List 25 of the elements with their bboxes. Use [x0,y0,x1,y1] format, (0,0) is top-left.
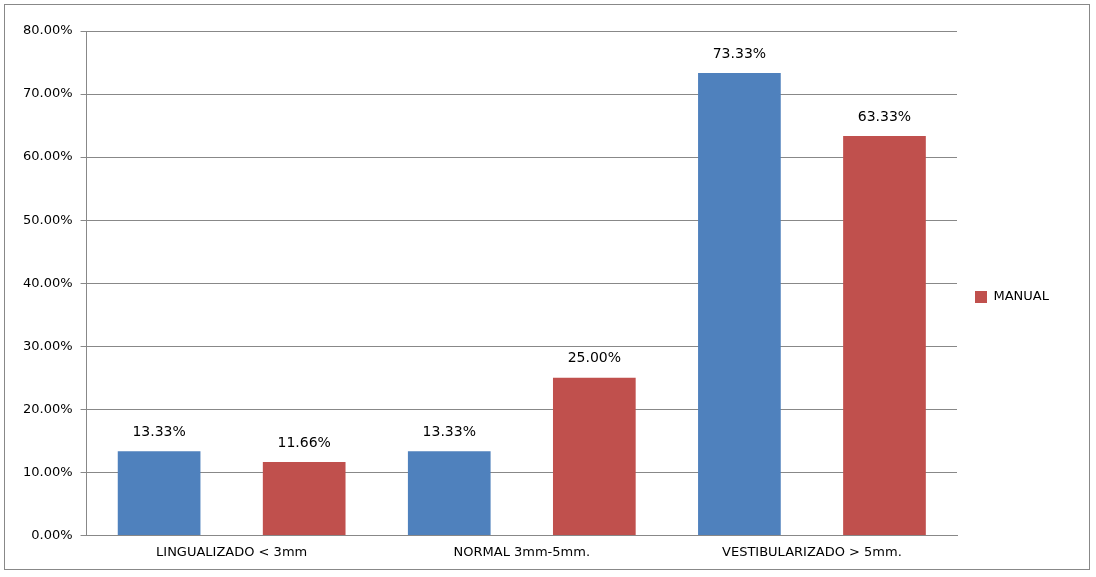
data-label: 25.00% [567,349,622,366]
bar [698,73,781,535]
x-tick-label: VESTIBULARIZADO > 5mm. [722,543,902,559]
y-tick-label: 30.00% [22,337,73,353]
bar [552,377,636,535]
x-tick-label: LINGUALIZADO < 3mm [156,543,308,559]
legend-label: MANUAL [993,288,1050,304]
y-tick-label: 40.00% [22,274,73,290]
y-tick-label: 70.00% [22,85,73,101]
x-tick-label: NORMAL 3mm-5mm. [453,543,591,559]
y-tick-label: 20.00% [22,400,73,416]
data-label: 11.66% [277,433,331,450]
bar [407,451,491,535]
y-tick-label: 10.00% [22,463,73,479]
data-label: 13.33% [132,422,186,439]
bar [117,451,201,535]
data-label: 63.33% [857,107,912,124]
y-tick-label: 60.00% [22,148,73,164]
y-tick-label: 50.00% [22,211,73,227]
data-label: 13.33% [422,422,476,439]
data-label: 73.33% [712,44,767,61]
y-tick-label: 0.00% [31,526,73,542]
y-tick-label: 80.00% [22,22,73,38]
bar [843,136,926,535]
bar [262,461,346,535]
